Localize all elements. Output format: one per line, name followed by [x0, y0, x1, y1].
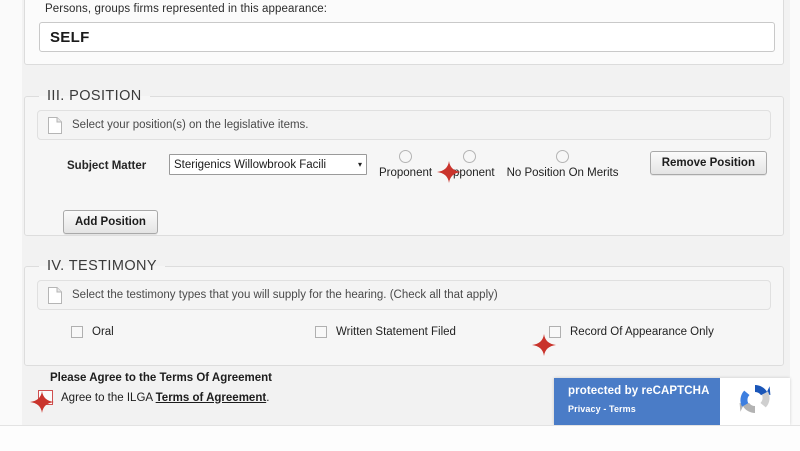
radio-opponent[interactable]: Opponent [438, 150, 501, 179]
terms-of-agreement-block: Please Agree to the Terms Of Agreement A… [24, 372, 524, 405]
testimony-section-legend: IV. TESTIMONY [47, 258, 157, 274]
recaptcha-badge[interactable]: protected by reCAPTCHA Privacy - Terms [554, 378, 790, 425]
checkbox-written-statement-filed-box[interactable] [315, 326, 327, 338]
testimony-info-bar: Select the testimony types that you will… [37, 280, 771, 310]
checkbox-oral-label: Oral [92, 326, 114, 338]
testimony-section: IV. TESTIMONY Select the testimony types… [24, 258, 784, 366]
checkbox-oral[interactable]: Oral [71, 326, 114, 338]
terms-heading: Please Agree to the Terms Of Agreement [50, 372, 272, 384]
position-info-bar: Select your position(s) on the legislati… [37, 110, 771, 140]
checkbox-record-of-appearance-only-label: Record Of Appearance Only [570, 326, 714, 338]
subject-matter-select[interactable]: Sterigenics Willowbrook Facili ▾ [169, 154, 367, 175]
remove-position-button[interactable]: Remove Position [649, 151, 767, 175]
checkbox-oral-box[interactable] [71, 326, 83, 338]
testimony-checkbox-row: Oral Written Statement Filed Record Of A… [25, 326, 783, 348]
terms-agree-prefix: Agree to the ILGA [61, 391, 156, 404]
radio-no-position-on-merits-label: No Position On Merits [506, 167, 619, 179]
persons-represented-label: Persons, groups firms represented in thi… [45, 3, 328, 15]
page-right-gutter [790, 0, 800, 425]
position-section-legend: III. POSITION [47, 88, 142, 104]
page-bottom-area [0, 425, 800, 451]
radio-proponent-label: Proponent [379, 167, 433, 179]
recaptcha-logo-panel [720, 378, 790, 425]
terms-of-agreement-link[interactable]: Terms of Agreement [155, 391, 267, 404]
radio-opponent-label: Opponent [444, 167, 495, 179]
terms-agree-row[interactable]: Agree to the ILGA Terms of Agreement. [24, 390, 524, 405]
checkbox-written-statement-filed[interactable]: Written Statement Filed [315, 326, 456, 338]
chevron-down-icon: ▾ [357, 160, 362, 169]
persons-represented-input[interactable] [39, 22, 775, 52]
checkbox-written-statement-filed-label: Written Statement Filed [336, 326, 456, 338]
recaptcha-privacy-terms[interactable]: Privacy - Terms [568, 404, 636, 414]
terms-agree-text: Agree to the ILGA Terms of Agreement. [61, 392, 269, 404]
page-left-gutter [0, 0, 22, 425]
subject-matter-selected-value: Sterigenics Willowbrook Facili [174, 158, 327, 171]
radio-no-position-on-merits[interactable]: No Position On Merits [501, 150, 625, 179]
checkbox-record-of-appearance-only-box[interactable] [549, 326, 561, 338]
recaptcha-title: protected by reCAPTCHA [568, 385, 710, 397]
terms-agree-checkbox[interactable] [38, 390, 53, 405]
recaptcha-text-panel: protected by reCAPTCHA Privacy - Terms [554, 378, 720, 425]
terms-agree-suffix: . [266, 391, 270, 404]
persons-represented-panel: Persons, groups firms represented in thi… [24, 0, 784, 65]
document-icon [48, 286, 62, 304]
radio-proponent[interactable]: Proponent [373, 150, 438, 179]
radio-opponent-dot[interactable] [462, 150, 476, 163]
radio-no-position-on-merits-dot[interactable] [556, 150, 570, 163]
radio-proponent-dot[interactable] [399, 150, 413, 163]
position-info-text: Select your position(s) on the legislati… [72, 119, 309, 131]
add-position-button[interactable]: Add Position [63, 210, 158, 234]
document-icon [48, 116, 62, 134]
position-section: III. POSITION Select your position(s) on… [24, 88, 784, 236]
checkbox-record-of-appearance-only[interactable]: Record Of Appearance Only [549, 326, 714, 338]
testimony-info-text: Select the testimony types that you will… [72, 289, 498, 301]
recaptcha-logo-icon [735, 379, 775, 424]
position-row: Subject Matter Sterigenics Willowbrook F… [25, 150, 783, 184]
subject-matter-label: Subject Matter [67, 160, 147, 172]
position-radio-group: Proponent Opponent No Position On Merits [373, 150, 624, 179]
